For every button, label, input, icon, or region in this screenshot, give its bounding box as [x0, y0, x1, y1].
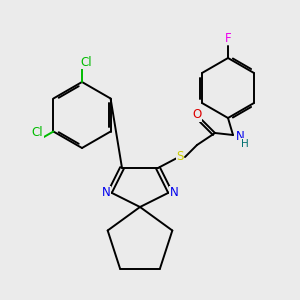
Text: H: H: [241, 139, 249, 149]
Text: S: S: [176, 149, 184, 163]
Text: Cl: Cl: [32, 126, 43, 139]
Text: Cl: Cl: [80, 56, 92, 68]
Text: N: N: [169, 187, 178, 200]
Text: N: N: [236, 130, 244, 143]
Text: N: N: [102, 187, 110, 200]
Text: F: F: [225, 32, 231, 44]
Text: O: O: [192, 109, 202, 122]
